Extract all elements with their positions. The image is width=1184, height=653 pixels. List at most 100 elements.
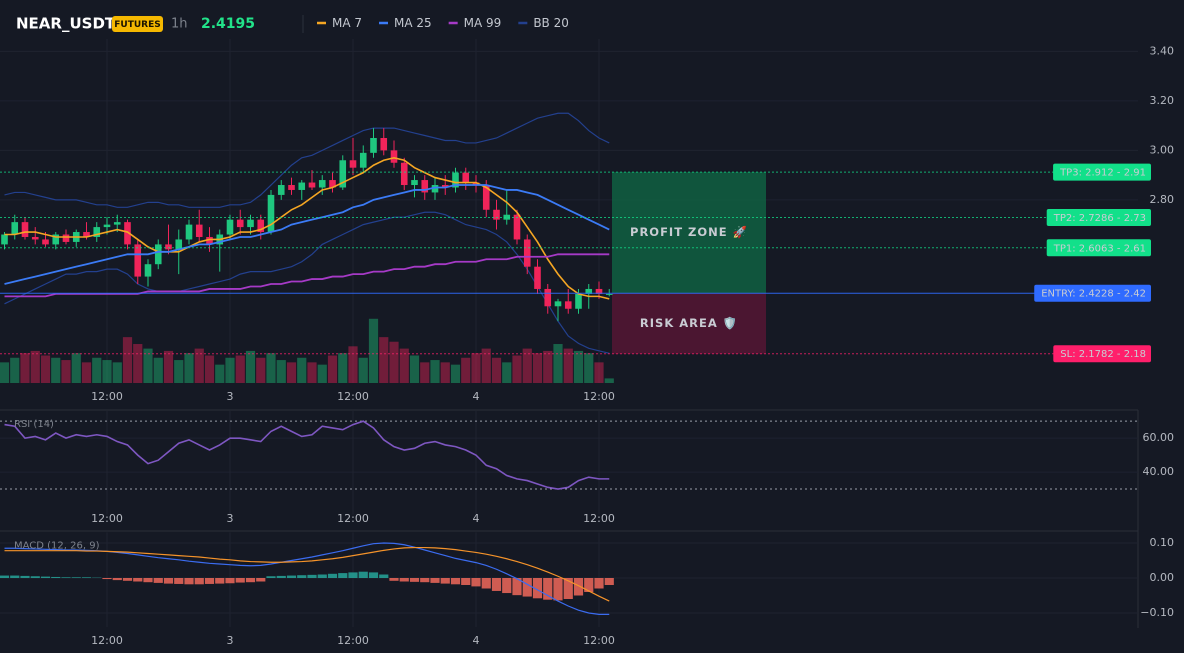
candle-body <box>308 182 316 188</box>
y-tick-label: −0.10 <box>1140 606 1174 619</box>
x-tick-label: 4 <box>473 634 480 647</box>
volume-bar <box>430 360 440 383</box>
level-tag-label: SL: 2.1782 - 2.18 <box>1060 349 1146 360</box>
volume-bar <box>30 350 40 383</box>
candle-body <box>411 180 418 186</box>
y-tick-label: 3.40 <box>1150 44 1175 57</box>
histogram-bar <box>194 578 204 585</box>
histogram-bar <box>440 578 450 584</box>
volume-bar <box>348 346 358 383</box>
volume-bar <box>502 362 512 383</box>
x-tick-label: 12:00 <box>91 634 123 647</box>
volume-bar <box>522 348 532 383</box>
rsi-line <box>4 420 610 490</box>
histogram-bar <box>573 578 584 596</box>
zone-label: PROFIT ZONE 🚀 <box>630 225 748 239</box>
histogram-bar <box>348 572 358 578</box>
candle-body <box>144 264 152 277</box>
candle-body <box>83 232 90 237</box>
x-tick-label: 3 <box>227 634 234 647</box>
histogram-bar <box>389 578 399 581</box>
level-tag <box>1053 345 1151 363</box>
volume-bar <box>61 360 71 383</box>
candle-body <box>400 162 408 186</box>
candle-body <box>421 180 429 193</box>
histogram-bar <box>276 575 286 578</box>
badge: FUTURES <box>114 20 160 30</box>
panel-title: RSI (14) <box>14 419 54 430</box>
volume-bar <box>471 353 481 383</box>
volume-bar <box>225 357 235 383</box>
y-tick-label: 3.00 <box>1150 143 1175 156</box>
histogram-bar <box>563 578 573 599</box>
candle-body <box>195 224 203 237</box>
volume-bar <box>0 362 10 383</box>
candle-body <box>257 219 265 233</box>
x-tick-label: 4 <box>473 512 480 525</box>
volume-bar <box>71 353 81 383</box>
histogram-bar <box>307 574 317 578</box>
histogram-bar <box>604 578 614 585</box>
legend-label: MA 99 <box>464 16 502 30</box>
histogram-bar <box>153 578 163 583</box>
histogram-bar <box>122 578 133 581</box>
candle-body <box>318 180 326 188</box>
candle-body <box>42 239 49 245</box>
volume-bar <box>235 355 245 383</box>
candle-body <box>462 172 470 183</box>
histogram-bar <box>20 575 30 578</box>
histogram-bar <box>40 576 51 578</box>
x-tick-label: 12:00 <box>583 390 615 403</box>
histogram-bar <box>245 578 256 583</box>
histogram-bar <box>584 578 594 592</box>
histogram-bar <box>338 573 348 578</box>
volume-bar <box>338 353 348 383</box>
histogram-bar <box>553 578 563 601</box>
candle-body <box>298 182 306 190</box>
histogram-bar <box>225 578 235 584</box>
volume-bar <box>133 344 143 383</box>
histogram-bar <box>163 578 174 584</box>
candle-body <box>185 224 193 240</box>
candle-body <box>359 152 367 168</box>
zone <box>612 172 766 294</box>
volume-bar <box>368 318 379 383</box>
candle-body <box>31 236 39 240</box>
candle-body <box>513 214 521 240</box>
candle-body <box>503 214 511 220</box>
candle-body <box>113 222 121 225</box>
histogram-bar <box>379 574 389 578</box>
volume-bar <box>584 353 594 383</box>
x-tick-label: 12:00 <box>337 634 369 647</box>
level-tag <box>1046 239 1151 257</box>
candle-body <box>544 288 552 307</box>
volume-bar <box>594 362 604 383</box>
histogram-bar <box>266 576 276 578</box>
volume-bar <box>409 355 420 383</box>
candle-body <box>165 244 172 250</box>
level-tag-label: ENTRY: 2.4228 - 2.42 <box>1041 289 1146 300</box>
histogram-bar <box>30 576 40 578</box>
histogram-bar <box>409 578 420 582</box>
histogram-bar <box>491 578 502 591</box>
badge-bg <box>112 16 163 32</box>
candle-body <box>206 236 213 245</box>
candle-body <box>431 185 439 193</box>
histogram-bar <box>471 578 481 587</box>
candle-body <box>175 239 183 250</box>
macd-line <box>4 546 610 602</box>
candle-body <box>21 222 29 237</box>
candle-body <box>452 172 459 188</box>
candle-body <box>93 227 101 237</box>
volume-bar <box>215 364 225 383</box>
histogram-bar <box>461 578 471 585</box>
volume-bar <box>143 348 153 383</box>
candle-body <box>370 137 377 153</box>
histogram-bar <box>0 575 10 578</box>
histogram-bar <box>594 578 604 589</box>
candle-body <box>390 150 398 163</box>
ma-line <box>4 156 610 300</box>
candle-body <box>554 301 562 307</box>
volume-bar <box>461 357 471 383</box>
